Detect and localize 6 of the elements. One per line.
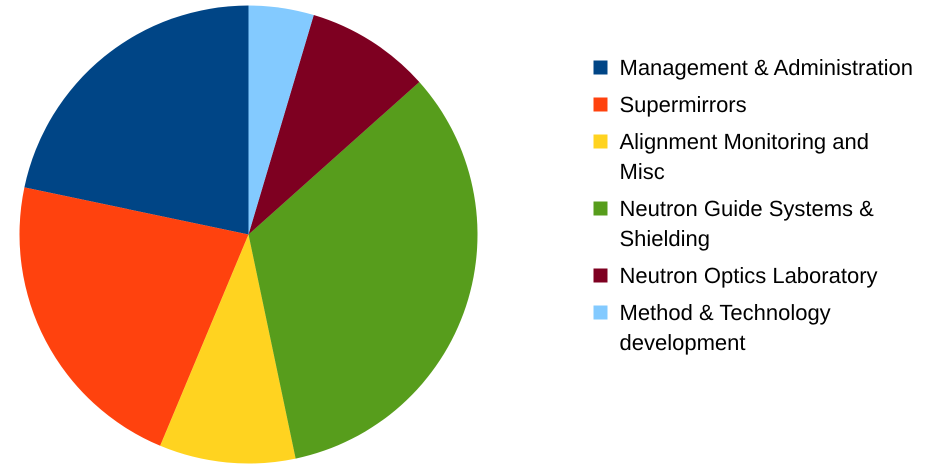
legend-label: Neutron Guide Systems & Shielding [620,196,874,251]
legend-label: Supermirrors [620,92,747,117]
legend-label: Neutron Optics Laboratory [620,263,878,288]
legend-label: Management & Administration [620,55,913,80]
legend-label: Alignment Monitoring and Misc [620,129,869,184]
legend-label: Method & Technology development [620,300,831,355]
